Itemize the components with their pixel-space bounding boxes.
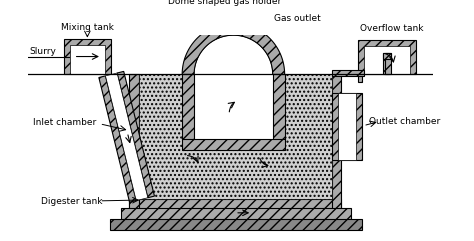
Bar <box>121 208 351 220</box>
Bar <box>383 53 392 59</box>
Bar <box>182 74 194 140</box>
Bar <box>182 139 285 150</box>
Bar <box>138 74 332 199</box>
Text: Mixing tank: Mixing tank <box>61 23 114 32</box>
Polygon shape <box>117 71 155 198</box>
Text: Slurry: Slurry <box>29 47 56 56</box>
Text: Gas outlet: Gas outlet <box>273 13 320 23</box>
Bar <box>129 199 341 208</box>
Polygon shape <box>99 76 136 202</box>
Bar <box>337 93 356 160</box>
Bar <box>332 93 362 160</box>
Text: Dome shaped gas holder: Dome shaped gas holder <box>168 0 282 6</box>
Text: Inlet chamber: Inlet chamber <box>33 118 96 127</box>
Bar <box>194 74 273 140</box>
Bar <box>110 219 362 230</box>
Bar <box>229 13 237 25</box>
Bar <box>385 53 392 74</box>
Bar <box>364 46 410 74</box>
Bar <box>332 74 341 208</box>
Bar <box>64 39 111 74</box>
Bar <box>273 74 285 140</box>
Bar <box>237 15 265 21</box>
Polygon shape <box>194 35 273 74</box>
Text: Digester tank: Digester tank <box>41 197 103 206</box>
Text: Outlet chamber: Outlet chamber <box>369 117 440 126</box>
Bar <box>332 70 364 76</box>
Polygon shape <box>106 73 148 201</box>
Bar <box>70 45 105 74</box>
Bar <box>383 53 389 74</box>
Bar <box>129 74 138 208</box>
Polygon shape <box>182 23 285 74</box>
Bar <box>358 73 362 82</box>
Text: Overflow tank: Overflow tank <box>360 25 423 33</box>
Bar <box>358 40 416 74</box>
